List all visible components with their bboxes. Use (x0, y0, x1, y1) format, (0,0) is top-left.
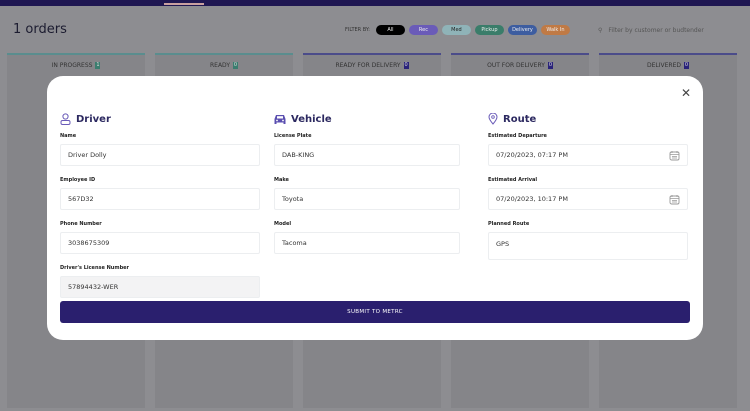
field-value: Tacoma (282, 239, 307, 247)
field-value: GPS (496, 240, 510, 248)
field-label: Model (274, 221, 292, 227)
filter-label: FILTER BY: (345, 27, 370, 33)
search-icon: ⚲ (598, 26, 603, 34)
count-badge: 0 (684, 62, 689, 69)
license-plate-field[interactable]: DAB-KING (274, 144, 460, 166)
field-value: 567D32 (68, 195, 94, 203)
map-pin-icon (488, 113, 498, 125)
field-label: Estimated Departure (488, 133, 547, 139)
filter-walk-in[interactable]: Walk In (540, 25, 570, 35)
section-title: Route (503, 113, 537, 125)
model-field[interactable]: Tacoma (274, 232, 460, 254)
column-label: READY FOR DELIVERY (335, 62, 401, 69)
column-label: READY (209, 62, 231, 69)
delivery-modal: ✕ Driver Name Driver Dolly Employee ID 5… (47, 76, 703, 340)
count-badge: 0 (403, 62, 409, 69)
field-label: Planned Route (488, 221, 530, 227)
field-label: License Plate (274, 133, 312, 139)
field-label: Estimated Arrival (488, 177, 538, 183)
field-value: Driver Dolly (68, 151, 107, 159)
search-placeholder: Filter by customer or budtender (608, 26, 704, 34)
field-value: 3038675309 (68, 239, 110, 247)
active-tab-indicator (164, 3, 204, 5)
make-field[interactable]: Toyota (274, 188, 460, 210)
estimated-departure-field[interactable]: 07/20/2023, 07:17 PM (488, 144, 688, 166)
column-label: DELIVERED (647, 62, 681, 69)
count-badge: 0 (233, 62, 239, 69)
section-title: Driver (76, 113, 111, 125)
estimated-arrival-field[interactable]: 07/20/2023, 10:17 PM (488, 188, 688, 210)
filter-pickup[interactable]: Pickup (474, 25, 504, 35)
field-value: 07/20/2023, 10:17 PM (496, 195, 568, 203)
phone-number-field[interactable]: 3038675309 (60, 232, 260, 254)
filter-bar: FILTER BY: All Rec Med Pickup Delivery W… (345, 25, 570, 35)
column-label: OUT FOR DELIVERY (487, 62, 545, 69)
filter-med[interactable]: Med (441, 25, 471, 35)
field-value: 07/20/2023, 07:17 PM (496, 151, 568, 159)
section-title: Vehicle (291, 113, 332, 125)
field-label: Name (60, 133, 77, 139)
field-label: Driver's License Number (60, 265, 130, 271)
calendar-icon[interactable] (669, 194, 680, 205)
user-icon (60, 113, 71, 125)
column-label: IN PROGRESS (51, 62, 93, 69)
count-badge: 1 (95, 62, 101, 69)
close-icon[interactable]: ✕ (680, 86, 691, 100)
top-nav-bar (0, 0, 750, 6)
field-value: Toyota (282, 195, 304, 203)
route-section: Route Estimated Departure 07/20/2023, 07… (488, 112, 688, 271)
submit-to-metrc-button[interactable]: SUBMIT TO METRC (60, 301, 690, 323)
driver-section: Driver Name Driver Dolly Employee ID 567… (60, 112, 260, 309)
employee-id-field[interactable]: 567D32 (60, 188, 260, 210)
field-value: DAB-KING (282, 151, 315, 159)
page-title: 1 orders (13, 22, 67, 37)
field-label: Employee ID (60, 177, 96, 183)
planned-route-field[interactable]: GPS (488, 232, 688, 260)
field-label: Phone Number (60, 221, 102, 227)
field-label: Make (274, 177, 289, 183)
vehicle-section: Vehicle License Plate DAB-KING Make Toyo… (274, 112, 460, 265)
filter-rec[interactable]: Rec (408, 25, 438, 35)
calendar-icon[interactable] (669, 150, 680, 161)
field-value: 57894432-WER (68, 283, 119, 291)
filter-delivery[interactable]: Delivery (507, 25, 537, 35)
filter-all[interactable]: All (375, 25, 405, 35)
car-icon (274, 114, 286, 124)
drivers-license-field[interactable]: 57894432-WER (60, 276, 260, 298)
count-badge: 0 (547, 62, 553, 69)
name-field[interactable]: Driver Dolly (60, 144, 260, 166)
search-input[interactable]: ⚲ Filter by customer or budtender (592, 21, 737, 39)
